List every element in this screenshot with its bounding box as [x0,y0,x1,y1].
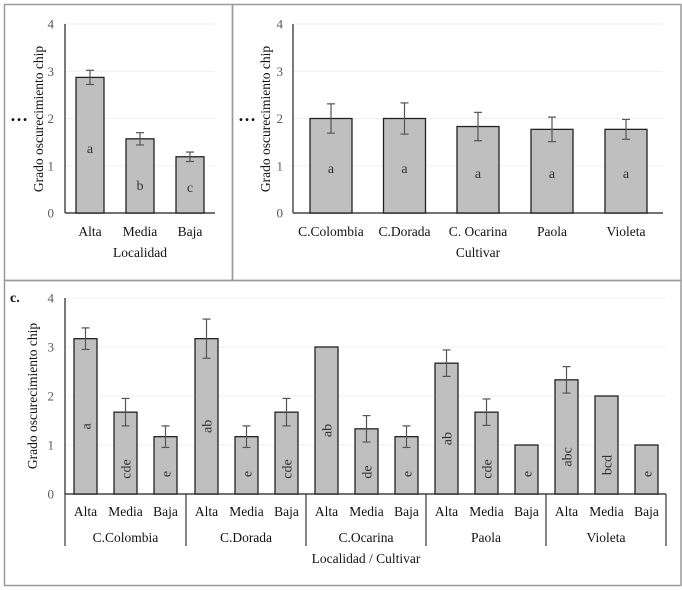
x-tick-label: Alta [315,504,338,519]
x-tick-label: Violeta [607,224,646,239]
x-tick-label: C.Colombia [298,224,364,239]
bar [309,117,353,214]
significance-letter: bcd [601,455,616,475]
panel-c-chart: 0 1 2 3 4 a Alta cde Media e Baja C.Colombia ab Alta e… [48,291,667,546]
x-tick-label: Baja [514,504,539,519]
significance-letter: a [328,162,335,177]
panel-c-y-axis-title: Grado oscurecimiento chip [25,323,40,469]
significance-letter: cde [120,459,135,478]
x-tick-label: Alta [555,504,578,519]
x-tick-label: Media [123,224,158,239]
y-tick-label: 3 [48,340,55,355]
y-tick-label: 1 [48,438,55,453]
panel-b-x-axis-title: Cultivar [456,245,501,260]
bar [594,395,619,495]
y-tick-label: 0 [48,487,55,502]
x-tick-label: Alta [195,504,218,519]
significance-letter: c [187,181,193,196]
x-tick-label: Baja [153,504,178,519]
x-tick-label: Alta [435,504,458,519]
group-label: C.Colombia [93,530,159,545]
y-tick-label: 4 [48,17,55,32]
y-tick-label: 4 [277,17,284,32]
group-label: Violeta [587,530,626,545]
significance-letter: e [160,471,175,477]
y-tick-label: 3 [48,64,55,79]
panel-c-frame [3,279,682,587]
x-tick-label: Media [469,504,504,519]
panel-a-y-axis-title: Grado oscurecimiento chip [31,46,46,192]
bar [434,362,459,495]
x-tick-label: Media [229,504,264,519]
group-label: C.Dorada [220,530,272,545]
bar [194,338,219,495]
x-tick-label: Baja [178,224,203,239]
significance-letter: a [87,142,94,157]
group-label: C.Ocarina [338,530,393,545]
y-tick-label: 0 [48,206,55,221]
group-label: Paola [471,530,501,545]
significance-letter: e [241,471,256,477]
bar [73,338,98,495]
significance-letter: cde [281,459,296,478]
x-tick-label: Paola [537,224,567,239]
significance-letter: de [361,465,376,478]
x-tick-label: Alta [78,224,101,239]
significance-letter: b [137,179,144,194]
y-tick-label: 1 [48,158,55,173]
panel-c-x-axis-title: Localidad / Cultivar [312,551,421,566]
significance-letter: e [641,471,656,477]
panel-a-chart: 0 1 2 3 4 a Alta b Media c Baja [48,17,215,239]
panel-b-y-axis-title: Grado oscurecimiento chip [258,46,273,192]
x-tick-label: C. Ocarina [449,224,507,239]
y-tick-label: 2 [277,111,284,126]
panel-a-ellipsis: … [10,105,28,125]
significance-letter: abc [561,447,576,466]
significance-letter: ab [441,432,456,445]
y-tick-label: 4 [48,291,55,306]
panel-c-label: c. [10,291,20,306]
significance-letter: ab [201,420,216,433]
bar [514,444,539,495]
significance-letter: cde [481,459,496,478]
y-tick-label: 1 [277,158,284,173]
panel-b-ellipsis: … [238,105,256,125]
x-tick-label: Baja [634,504,659,519]
x-tick-label: Media [108,504,143,519]
x-tick-label: Media [349,504,384,519]
significance-letter: e [401,471,416,477]
y-tick-label: 2 [48,389,55,404]
panel-b-chart: 0 1 2 3 4 a C.Colombia a C.Dorada a C. Ocarina a Pao… [277,17,663,239]
y-tick-label: 2 [48,111,55,126]
bar [554,379,579,495]
x-tick-label: Alta [74,504,97,519]
x-tick-label: Baja [394,504,419,519]
x-tick-label: Baja [274,504,299,519]
significance-letter: a [475,167,482,182]
significance-letter: a [549,167,556,182]
x-tick-label: C.Dorada [378,224,430,239]
bar [530,128,574,214]
bar [125,138,155,214]
significance-letter: a [623,167,630,182]
bar [314,346,339,495]
significance-letter: a [80,422,95,429]
significance-letter: e [521,471,536,477]
significance-letter: ab [321,424,336,437]
panel-a-x-axis-title: Localidad [113,245,167,260]
x-tick-label: Media [589,504,624,519]
bar [604,128,648,214]
y-tick-label: 0 [277,206,284,221]
bar [634,444,659,495]
y-tick-label: 3 [277,64,284,79]
significance-letter: a [401,162,408,177]
